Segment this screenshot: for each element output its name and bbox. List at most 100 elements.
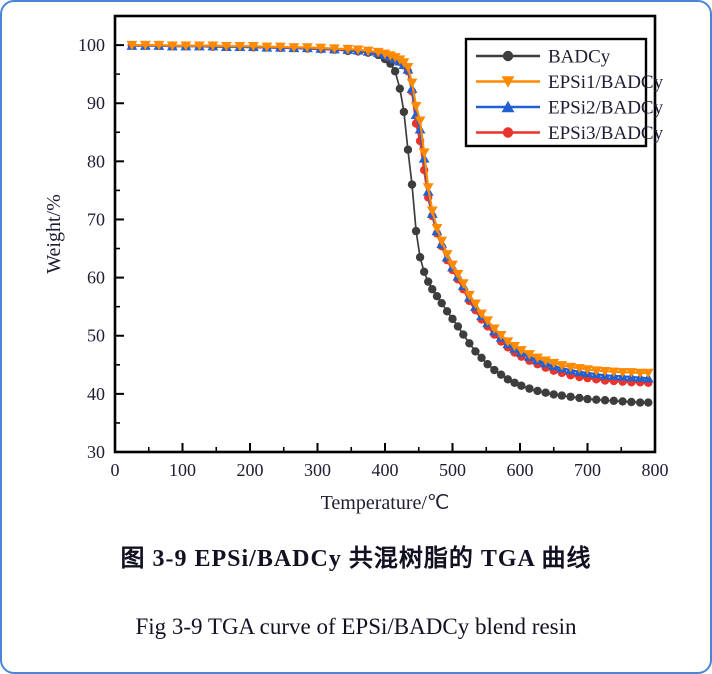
data-point bbox=[342, 44, 354, 55]
data-point bbox=[515, 346, 527, 356]
data-point bbox=[524, 350, 535, 360]
data-point bbox=[556, 361, 568, 371]
x-tick-label: 400 bbox=[372, 460, 399, 480]
x-tick-label: 500 bbox=[439, 460, 466, 480]
x-tick-label: 600 bbox=[507, 460, 534, 480]
data-point bbox=[642, 368, 654, 379]
y-tick-label: 40 bbox=[87, 384, 105, 404]
data-point bbox=[532, 353, 543, 364]
axes: 0 100 200 300 400 500 600 700 800 30 40 50 60 70 80 90 1… bbox=[78, 35, 669, 480]
data-point bbox=[395, 84, 405, 93]
data-point bbox=[548, 358, 560, 369]
data-point bbox=[617, 368, 628, 378]
data-point bbox=[315, 43, 327, 54]
legend-item: BADCy bbox=[476, 47, 611, 68]
x-tick-label: 300 bbox=[304, 460, 331, 480]
data-point bbox=[634, 368, 646, 379]
data-point bbox=[483, 360, 492, 369]
legend-label: EPSi3/BADCy bbox=[548, 123, 664, 144]
data-point bbox=[166, 41, 178, 51]
y-tick-label: 50 bbox=[87, 326, 105, 346]
x-tick-label: 100 bbox=[169, 460, 196, 480]
data-point bbox=[644, 398, 653, 407]
data-point bbox=[441, 250, 453, 260]
data-point bbox=[627, 397, 636, 407]
data-point bbox=[599, 366, 611, 377]
data-point bbox=[448, 314, 457, 324]
y-tick-label: 80 bbox=[87, 151, 105, 171]
data-point bbox=[288, 43, 300, 53]
legend: BADCy EPSi1/BADCy EPSi2/BADCy EPSi3/BADCy bbox=[464, 37, 664, 148]
data-point bbox=[362, 46, 374, 57]
data-point bbox=[301, 43, 313, 53]
data-point bbox=[453, 322, 463, 331]
data-point bbox=[590, 366, 602, 376]
legend-label: BADCy bbox=[548, 47, 611, 68]
data-point bbox=[407, 180, 417, 189]
legend-item: EPSi1/BADCy bbox=[476, 72, 664, 93]
data-point bbox=[352, 45, 364, 55]
data-point bbox=[465, 339, 474, 348]
data-point bbox=[502, 337, 514, 347]
data-point bbox=[261, 42, 273, 53]
data-point bbox=[501, 100, 515, 113]
data-point bbox=[592, 395, 601, 404]
data-point bbox=[635, 398, 645, 407]
data-point bbox=[406, 78, 418, 89]
data-point bbox=[424, 277, 433, 286]
data-point bbox=[600, 396, 610, 405]
data-point bbox=[490, 365, 499, 375]
data-point bbox=[436, 236, 448, 247]
data-point bbox=[459, 330, 468, 339]
data-point bbox=[463, 290, 475, 301]
data-point bbox=[193, 41, 205, 51]
tga-chart: 0 100 200 300 400 500 600 700 800 30 40 50 60 70 80 90 1… bbox=[43, 14, 669, 514]
data-point bbox=[432, 292, 442, 301]
data-point bbox=[410, 101, 422, 112]
data-point bbox=[549, 390, 558, 399]
data-point bbox=[422, 183, 434, 193]
data-point bbox=[452, 269, 464, 280]
data-point bbox=[471, 347, 480, 356]
data-point bbox=[566, 392, 575, 401]
data-point bbox=[557, 391, 567, 400]
data-point bbox=[533, 386, 542, 396]
data-point bbox=[126, 40, 138, 51]
data-point bbox=[457, 279, 469, 289]
data-point bbox=[488, 324, 500, 334]
x-tick-label: 0 bbox=[111, 460, 120, 480]
data-point bbox=[501, 76, 515, 88]
data-point bbox=[419, 267, 429, 276]
x-tick-label: 700 bbox=[574, 460, 601, 480]
y-tick-label: 30 bbox=[87, 442, 105, 462]
data-point bbox=[328, 44, 340, 54]
y-tick-label: 90 bbox=[87, 93, 105, 113]
legend-item: EPSi3/BADCy bbox=[476, 123, 664, 144]
data-point bbox=[495, 330, 507, 341]
data-point bbox=[609, 396, 619, 406]
data-point bbox=[502, 50, 514, 62]
data-point bbox=[583, 394, 592, 404]
data-point bbox=[153, 40, 165, 51]
data-point bbox=[625, 368, 637, 378]
data-point bbox=[447, 260, 458, 271]
data-point bbox=[428, 285, 437, 294]
data-point bbox=[565, 362, 577, 373]
data-point bbox=[582, 365, 593, 375]
data-point bbox=[139, 40, 151, 51]
data-point bbox=[274, 42, 286, 53]
legend-item: EPSi2/BADCy bbox=[476, 98, 664, 119]
caption-chinese: 图 3-9 EPSi/BADCy 共混树脂的 TGA 曲线 bbox=[120, 546, 592, 572]
data-point bbox=[509, 341, 520, 352]
data-point bbox=[234, 42, 246, 52]
data-point bbox=[618, 397, 627, 406]
data-point bbox=[390, 67, 400, 76]
data-point bbox=[431, 223, 443, 234]
x-axis-title: Temperature/℃ bbox=[321, 492, 450, 514]
data-point bbox=[437, 298, 446, 308]
data-point bbox=[220, 42, 232, 52]
data-point bbox=[415, 253, 425, 262]
data-point bbox=[517, 381, 526, 390]
data-point bbox=[477, 353, 486, 363]
